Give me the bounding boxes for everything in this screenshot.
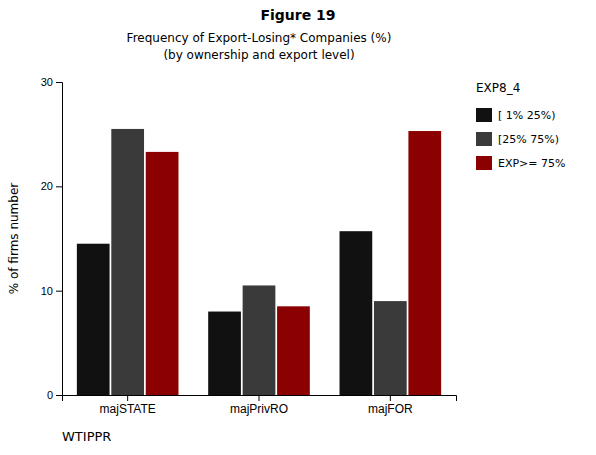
- x-tick-mark: [390, 395, 391, 401]
- subtitle: (by ownership and export level): [163, 48, 354, 62]
- legend-swatch: [476, 132, 492, 146]
- bar-series: [111, 129, 406, 395]
- legend-item: [25% 75%): [476, 132, 559, 146]
- y-tick-label: 30: [41, 76, 53, 88]
- legend-title: EXP8_4: [476, 81, 520, 95]
- bar: [340, 231, 373, 395]
- chart-container: Figure 19 Frequency of Export-Losing* Com…: [0, 0, 596, 455]
- y-axis-label: % of firms number: [7, 183, 21, 295]
- x-axis-label: WTIPPR: [62, 429, 111, 444]
- y-tick-label: 10: [41, 285, 53, 297]
- x-axis-line: [63, 396, 457, 402]
- y-tick: 0: [47, 389, 62, 401]
- legend: EXP8_4 [ 1% 25%) [25% 75%) EXP>= 75%: [476, 81, 566, 170]
- legend-label: [ 1% 25%): [498, 109, 555, 122]
- plot: 0 10 20 30 majSTATE majPrivRO majFOR: [41, 76, 457, 416]
- x-tick-mark: [259, 395, 260, 401]
- bar-series: [146, 131, 441, 395]
- x-tick: majPrivRO: [230, 395, 288, 416]
- bars: [77, 129, 441, 395]
- bar: [111, 129, 144, 395]
- legend-swatch: [476, 156, 492, 170]
- x-tick-label: majSTATE: [100, 402, 156, 416]
- y-tick-mark: [56, 395, 62, 396]
- title: Figure 19: [260, 7, 335, 23]
- chart-svg: Figure 19 Frequency of Export-Losing* Com…: [0, 0, 596, 455]
- y-tick-mark: [56, 82, 62, 83]
- bar: [77, 244, 110, 395]
- x-tick-label: majPrivRO: [230, 402, 288, 416]
- y-tick: 10: [41, 285, 62, 297]
- y-tick-label: 0: [47, 389, 53, 401]
- legend-swatch: [476, 108, 492, 122]
- x-tick-mark: [127, 395, 128, 401]
- legend-label: EXP>= 75%: [498, 157, 566, 170]
- y-tick: 20: [41, 180, 62, 192]
- bar: [208, 312, 241, 395]
- bar: [374, 301, 407, 395]
- y-axis: 0 10 20 30: [41, 76, 63, 401]
- x-tick-label: majFOR: [368, 402, 413, 416]
- legend-item: [ 1% 25%): [476, 108, 555, 122]
- legend-label: [25% 75%): [498, 133, 559, 146]
- x-tick: majFOR: [368, 395, 413, 416]
- y-tick: 30: [41, 76, 62, 88]
- bar: [243, 285, 276, 395]
- y-tick-mark: [56, 291, 62, 292]
- y-tick-mark: [56, 186, 62, 187]
- subtitle: Frequency of Export-Losing* Companies (%…: [127, 31, 392, 45]
- legend-item: EXP>= 75%: [476, 156, 566, 170]
- y-tick-label: 20: [41, 180, 53, 192]
- bar: [408, 131, 441, 395]
- bar: [277, 306, 310, 395]
- x-tick: majSTATE: [100, 395, 156, 416]
- x-axis: majSTATE majPrivRO majFOR: [63, 395, 457, 416]
- bar: [146, 152, 179, 395]
- y-axis-line: [56, 83, 63, 396]
